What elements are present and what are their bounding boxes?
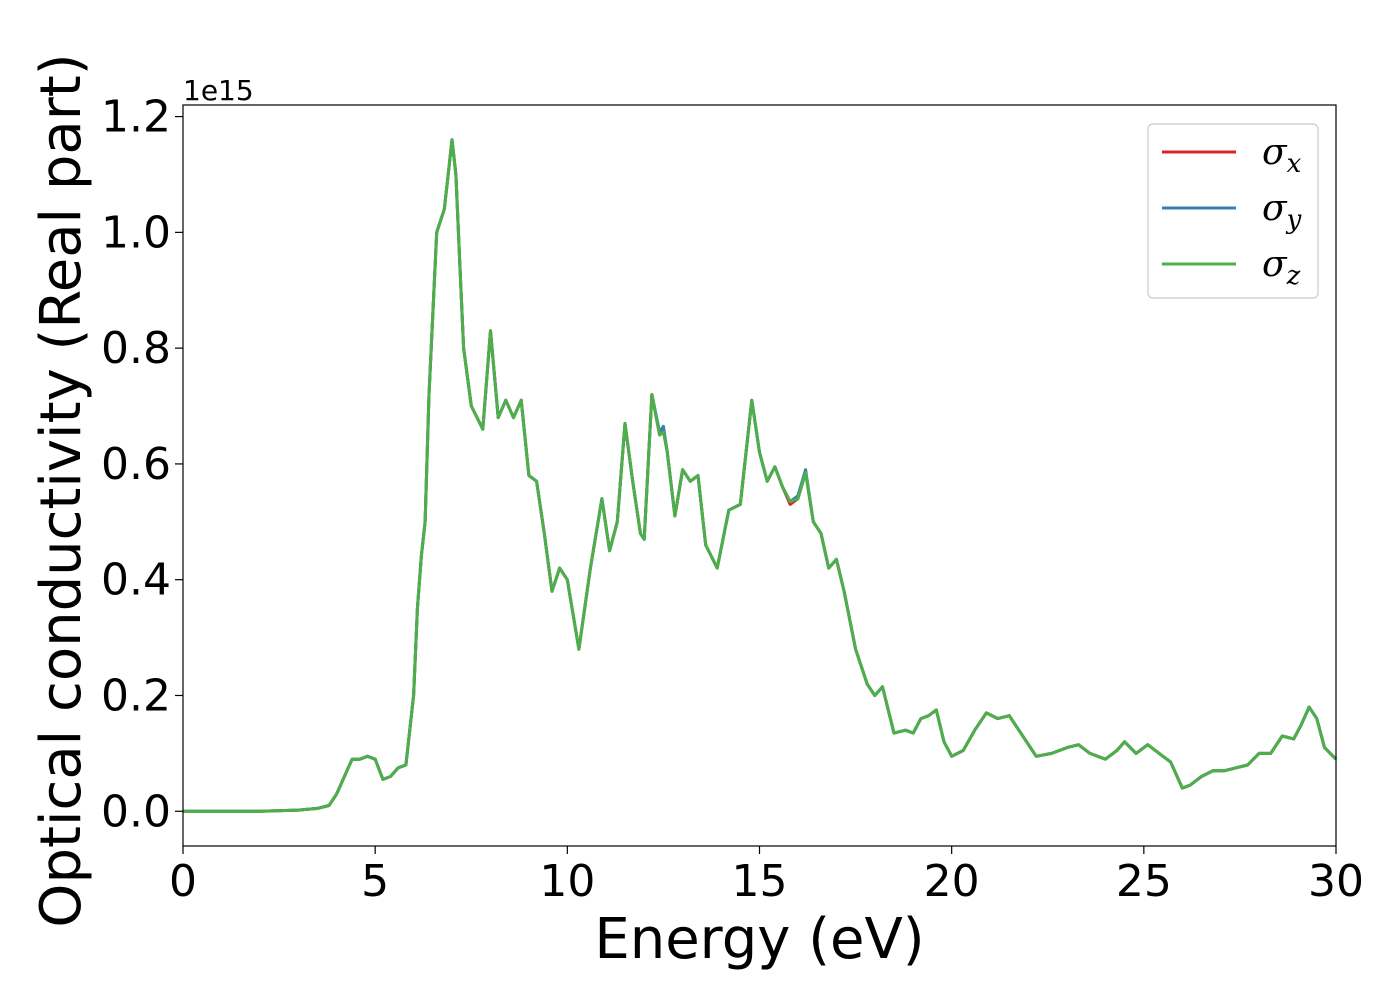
legend-label-y: σy	[1262, 188, 1302, 235]
y-tick-label: 0.4	[101, 555, 171, 606]
x-tick-label: 25	[1116, 856, 1172, 907]
x-axis: 0 5 10 15 20 25 30	[169, 846, 1364, 907]
x-axis-title: Energy (eV)	[594, 907, 924, 972]
y-tick-label: 0.8	[101, 323, 171, 374]
legend-label-subscript: x	[1287, 149, 1302, 179]
y-tick-label: 0.2	[101, 670, 171, 721]
legend-label-symbol: σ	[1262, 188, 1288, 229]
series-layer	[183, 138, 1338, 813]
legend-label-z: σz	[1262, 244, 1301, 291]
x-tick-label: 15	[732, 856, 788, 907]
legend-label-subscript: y	[1286, 205, 1302, 235]
x-tick-label: 20	[924, 856, 980, 907]
legend-box	[1147, 123, 1319, 299]
y-tick-label: 0.6	[101, 439, 171, 490]
x-tick-label: 5	[361, 856, 389, 907]
x-tick-label: 0	[169, 856, 197, 907]
y-tick-label: 0.0	[101, 786, 171, 837]
y-axis: 0.0 0.2 0.4 0.6 0.8 1.0 1.2	[101, 92, 183, 837]
y-axis-title: Optical conductivity (Real part)	[29, 53, 94, 927]
legend-label-symbol: σ	[1262, 244, 1288, 285]
x-tick-label: 10	[539, 856, 595, 907]
y-tick-label: 1.2	[101, 92, 171, 143]
legend-label-x: σx	[1262, 132, 1302, 179]
y-tick-label: 1.0	[101, 207, 171, 258]
legend-label-subscript: z	[1286, 261, 1301, 291]
y-offset-label: 1e15	[183, 74, 254, 107]
series-line-z	[183, 138, 1338, 813]
x-tick-label: 30	[1308, 856, 1364, 907]
legend-label-symbol: σ	[1262, 132, 1288, 173]
